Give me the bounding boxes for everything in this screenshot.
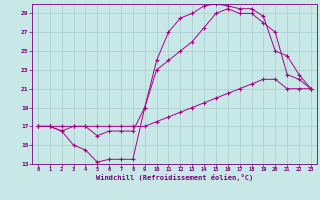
X-axis label: Windchill (Refroidissement éolien,°C): Windchill (Refroidissement éolien,°C) xyxy=(96,174,253,181)
